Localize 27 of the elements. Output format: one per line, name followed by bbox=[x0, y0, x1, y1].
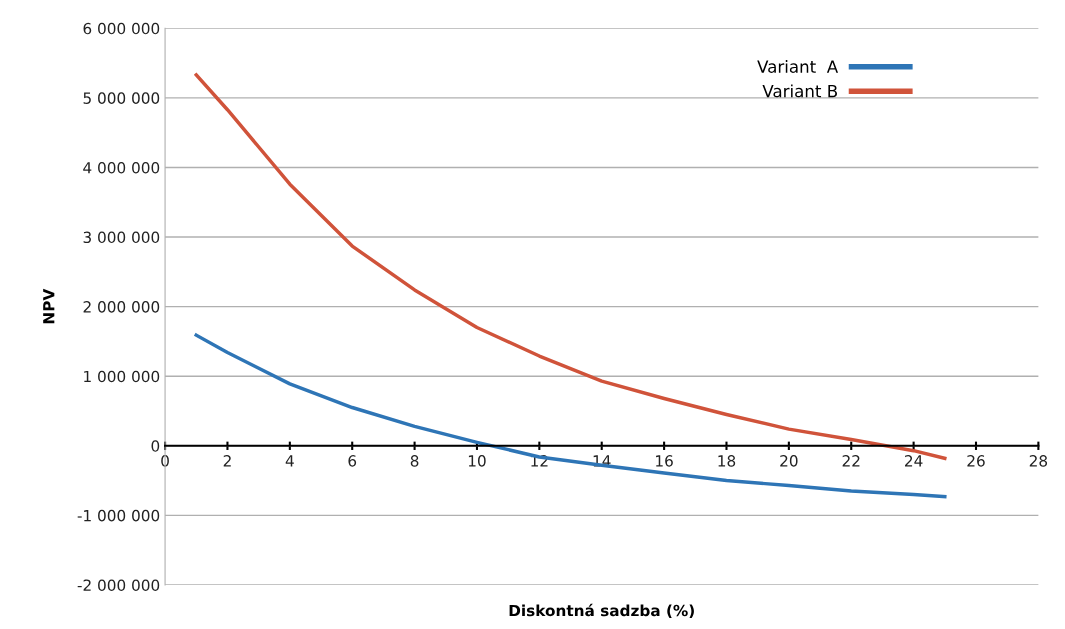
x-tick-label: 20 bbox=[780, 455, 798, 467]
y-tick-label: 2 000 000 bbox=[83, 301, 160, 313]
x-tick-label: 22 bbox=[842, 455, 860, 467]
y-tick-label: 4 000 000 bbox=[83, 161, 160, 174]
x-tick-label: 24 bbox=[905, 455, 923, 467]
y-tick-label: 3 000 000 bbox=[83, 231, 160, 244]
y-tick-label: 1 000 000 bbox=[84, 370, 160, 383]
y-tick-label: -1 000 000 bbox=[77, 509, 160, 522]
x-tick-label: 0 bbox=[161, 455, 169, 467]
x-tick-label: 16 bbox=[656, 455, 673, 467]
y-tick-label: 0 bbox=[151, 440, 160, 452]
y-tick-label: 6 000 000 bbox=[83, 22, 160, 35]
x-tick-label: 10 bbox=[468, 455, 486, 467]
legend-label: Variant B bbox=[762, 84, 837, 98]
line-series bbox=[194, 333, 947, 499]
x-tick-label: 18 bbox=[718, 455, 736, 467]
x-tick-label: 28 bbox=[1029, 455, 1048, 467]
legend-label: Variant A bbox=[757, 60, 839, 73]
y-tick-label: 5 000 000 bbox=[83, 92, 160, 104]
x-tick-label: 4 bbox=[285, 455, 294, 467]
y-axis-title: NPV bbox=[43, 288, 55, 324]
x-tick-label: 26 bbox=[967, 455, 985, 467]
x-tick-label: 6 bbox=[348, 455, 357, 467]
x-tick-label: 2 bbox=[223, 455, 231, 467]
x-tick-label: 8 bbox=[410, 455, 419, 467]
x-axis-title: Diskontná sadzba (%) bbox=[509, 603, 694, 619]
y-tick-label: -2 000 000 bbox=[77, 579, 160, 591]
